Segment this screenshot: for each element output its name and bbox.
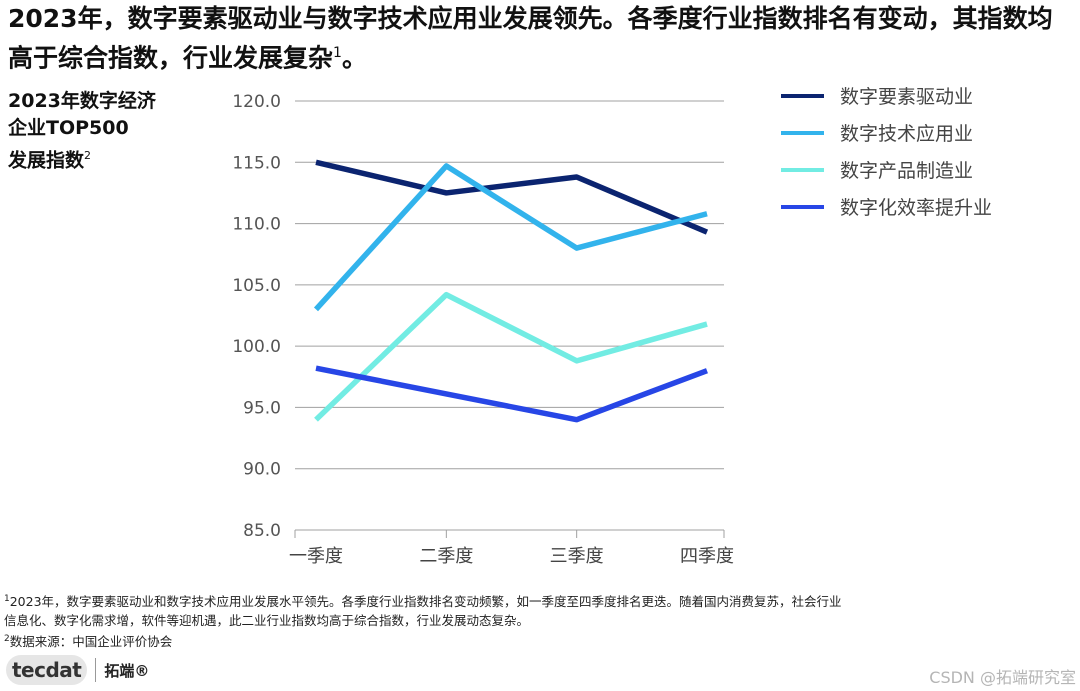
x-tick-label: 四季度 bbox=[680, 546, 734, 567]
headline-end: 。 bbox=[341, 43, 367, 73]
y-tick-label: 105.0 bbox=[232, 276, 281, 296]
chart-title-line-2: 企业TOP500 bbox=[8, 117, 129, 139]
legend-label: 数字要素驱动业 bbox=[840, 86, 973, 108]
y-tick-label: 85.0 bbox=[243, 521, 281, 541]
y-tick-label: 90.0 bbox=[243, 460, 281, 480]
y-tick-label: 115.0 bbox=[232, 153, 281, 173]
brand-logo: tecdat 拓端® bbox=[6, 654, 149, 686]
line-chart: 85.0 90.0 95.0 100.0 105.0 110.0 115.0 120.0 一季… bbox=[232, 86, 992, 567]
series-line bbox=[315, 365, 708, 423]
x-axis-tick-labels: 一季度 二季度 三季度 四季度 bbox=[289, 546, 734, 567]
series-line bbox=[313, 163, 708, 312]
chart-title-line-3: 发展指数2 bbox=[8, 142, 208, 174]
headline-text: 2023年，数字要素驱动业与数字技术应用业发展领先。各季度行业指数排名有变动，其… bbox=[8, 4, 1053, 73]
x-tick-label: 三季度 bbox=[550, 546, 604, 567]
headline: 2023年，数字要素驱动业与数字技术应用业发展领先。各季度行业指数排名有变动，其… bbox=[8, 2, 1076, 75]
series-lines bbox=[313, 159, 709, 423]
chart-title-line-3-text: 发展指数 bbox=[8, 149, 85, 172]
series-line bbox=[314, 291, 708, 422]
watermark: CSDN @拓端研究室 bbox=[929, 668, 1076, 687]
headline-footnote-mark: 1 bbox=[333, 45, 342, 61]
footnote-2: 2数据来源：中国企业评价协会 bbox=[4, 630, 1076, 651]
y-axis-tick-labels: 85.0 90.0 95.0 100.0 105.0 110.0 115.0 120.0 bbox=[232, 92, 281, 541]
footnote-1: 12023年，数字要素驱动业和数字技术应用业发展水平领先。各季度行业指数排名变动… bbox=[4, 590, 1076, 611]
footnote-2-text: 数据来源：中国企业评价协会 bbox=[9, 634, 173, 650]
y-tick-label: 95.0 bbox=[243, 398, 281, 418]
footnote-1-mark: 1 bbox=[4, 594, 10, 604]
y-tick-label: 100.0 bbox=[232, 337, 281, 357]
brand-divider bbox=[95, 658, 97, 682]
y-tick-label: 110.0 bbox=[232, 215, 281, 235]
y-tick-label: 120.0 bbox=[232, 92, 281, 112]
x-tick-label: 一季度 bbox=[289, 546, 343, 567]
chart-title-line-1: 2023年数字经济 bbox=[8, 90, 156, 112]
footnote-1-line-1: 2023年，数字要素驱动业和数字技术应用业发展水平领先。各季度行业指数排名变动频… bbox=[9, 594, 842, 610]
gridlines bbox=[294, 100, 725, 538]
footnotes: 12023年，数字要素驱动业和数字技术应用业发展水平领先。各季度行业指数排名变动… bbox=[4, 590, 1076, 651]
legend-label: 数字产品制造业 bbox=[840, 160, 973, 182]
footnote-1-line-2: 信息化、数字化需求增，软件等迎机遇，此二业行业指数均高于综合指数，行业发展动态复… bbox=[4, 613, 530, 629]
brand-mark: tecdat bbox=[6, 655, 88, 685]
chart-title: 2023年数字经济 企业TOP500 发展指数2 bbox=[8, 88, 208, 174]
brand-name: 拓端® bbox=[104, 661, 150, 680]
legend-label: 数字技术应用业 bbox=[840, 123, 973, 145]
legend-label: 数字化效率提升业 bbox=[840, 197, 992, 219]
chart-title-footnote-mark: 2 bbox=[84, 149, 92, 162]
footnote-2-mark: 2 bbox=[4, 634, 10, 645]
x-tick-label: 二季度 bbox=[419, 546, 473, 567]
series-line bbox=[315, 159, 709, 235]
